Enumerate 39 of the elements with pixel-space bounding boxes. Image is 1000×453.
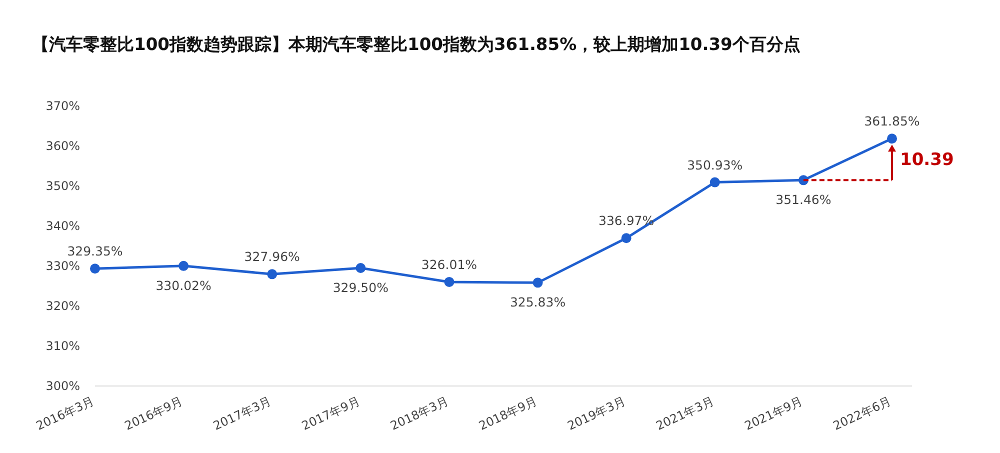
point [267, 269, 278, 280]
x-tick-label: 2022年6月 [830, 394, 894, 433]
y-tick-label: 330% [46, 259, 80, 273]
chart-title: 【汽车零整比100指数趋势跟踪】本期汽车零整比100指数为361.85%，较上期增加10.39个百分点 [32, 35, 800, 55]
data-label: 350.93% [687, 157, 743, 172]
y-tick-label: 370% [46, 99, 80, 113]
x-tick-label: 2021年9月 [742, 394, 805, 433]
annotation: 10.39 [900, 150, 954, 170]
x-tick-label: 2017年9月 [300, 394, 362, 433]
data-label: 351.46% [776, 192, 832, 208]
point [621, 233, 632, 244]
x-tick-label: 2019年3月 [565, 394, 628, 433]
point [710, 177, 720, 188]
data-label: 326.01% [421, 256, 478, 272]
point [887, 134, 897, 144]
point [532, 278, 543, 288]
x-tick-label: 2016年3月 [34, 394, 96, 433]
point [178, 260, 189, 271]
point [356, 263, 366, 273]
x-tick-label: 2017年3月 [211, 394, 274, 433]
y-tick-label: 320% [46, 299, 80, 313]
y-tick-label: 300% [46, 379, 80, 393]
data-label: 327.96% [244, 249, 300, 264]
data-label: 329.35% [67, 244, 123, 259]
y-tick-label: 360% [46, 139, 80, 153]
data-label: 361.85% [864, 114, 920, 129]
x-tick-label: 2018年9月 [476, 394, 540, 433]
x-tick-label: 2016年9月 [122, 394, 185, 433]
x-tick-label: 2021年3月 [654, 394, 716, 433]
x-tick-label: 2018年3月 [388, 394, 450, 433]
y-tick-label: 310% [46, 339, 80, 353]
data-label: 336.97% [598, 213, 654, 228]
point [90, 264, 100, 274]
point [444, 276, 454, 287]
data-label: 325.83% [510, 294, 566, 310]
data-label: 330.02% [156, 278, 212, 293]
y-tick-label: 340% [46, 219, 80, 233]
data-label: 329.50% [332, 280, 389, 295]
y-tick-label: 350% [46, 179, 80, 193]
